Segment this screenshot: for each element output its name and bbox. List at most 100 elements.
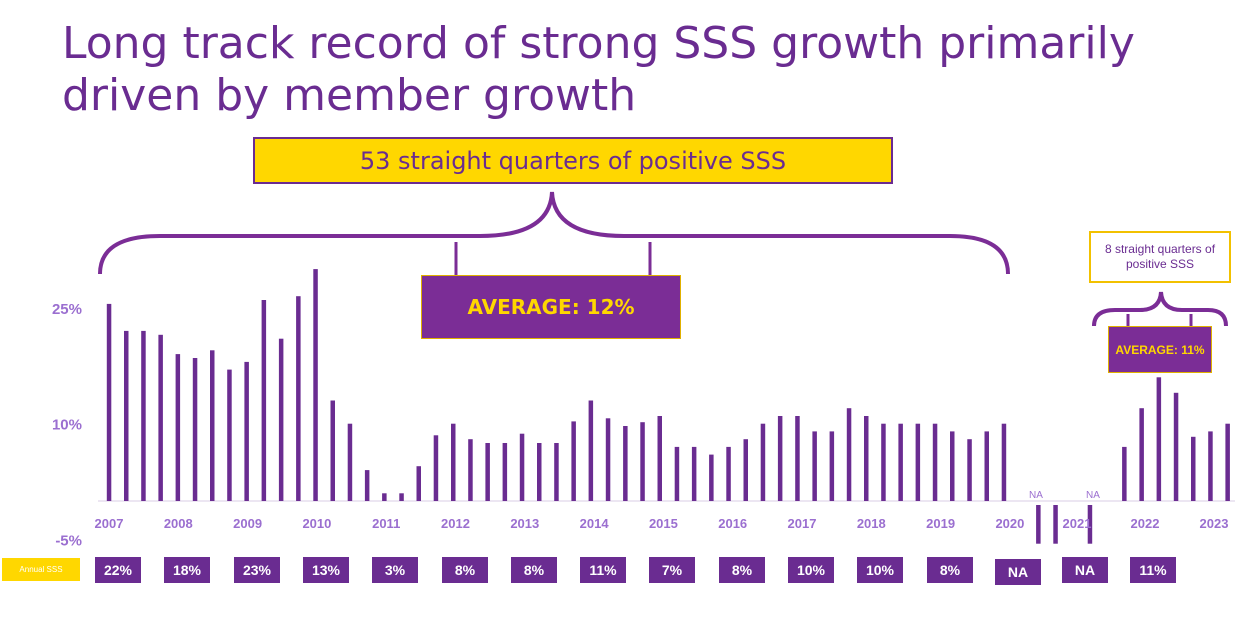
bar	[691, 446, 697, 501]
annual-sss-value: 11%	[1130, 557, 1176, 583]
bar	[674, 446, 680, 501]
bar	[1139, 408, 1144, 501]
year-label: 2018	[857, 516, 886, 531]
annual-sss-value: 18%	[164, 557, 210, 583]
brackets	[98, 191, 1228, 327]
main-average-box: AVERAGE: 12%	[421, 275, 681, 339]
recent-average-box: AVERAGE: 11%	[1108, 326, 1212, 373]
bar	[640, 422, 645, 501]
bar	[451, 423, 456, 501]
year-label: 2013	[510, 516, 539, 531]
bar	[829, 431, 835, 501]
year-label: 2023	[1200, 516, 1229, 531]
bar	[864, 416, 869, 501]
na-label: NA	[1086, 490, 1100, 501]
bar	[950, 431, 955, 501]
bar	[485, 443, 490, 501]
straight-quarters-callout: 53 straight quarters of positive SSS	[253, 137, 893, 184]
bar	[519, 433, 525, 501]
annual-sss-value: 3%	[372, 557, 418, 583]
bar	[261, 300, 267, 501]
annual-sss-value: 8%	[927, 557, 973, 583]
bar	[399, 493, 404, 501]
year-label: 2017	[788, 516, 817, 531]
bar	[588, 400, 594, 501]
bar	[657, 416, 662, 501]
na-labels: NA NA	[1029, 490, 1100, 501]
bar	[932, 423, 938, 501]
bar	[881, 423, 886, 501]
recent-straight-quarters-callout: 8 straight quarters of positive SSS	[1089, 231, 1231, 283]
bar	[192, 358, 198, 501]
bar	[141, 330, 146, 501]
bar	[382, 493, 387, 501]
year-label: 2020	[995, 516, 1024, 531]
year-label: 2016	[718, 516, 747, 531]
bar	[709, 454, 714, 501]
bar	[1122, 446, 1127, 501]
annual-sss-value: 11%	[580, 557, 626, 583]
annual-sss-value: 13%	[303, 557, 349, 583]
page-title: Long track record of strong SSS growth p…	[62, 18, 1135, 121]
year-label: 2019	[926, 516, 955, 531]
bar	[812, 431, 817, 501]
recent-bracket	[1092, 291, 1228, 327]
year-label: 2021	[1063, 516, 1092, 531]
bar	[795, 416, 800, 501]
annual-sss-value: 7%	[649, 557, 695, 583]
bar	[502, 443, 508, 501]
year-label: 2012	[441, 516, 470, 531]
bar	[623, 426, 628, 501]
year-label: 2022	[1131, 516, 1160, 531]
bar	[227, 369, 232, 501]
bar	[915, 423, 921, 501]
bar	[313, 269, 318, 501]
bar	[537, 443, 542, 501]
annual-sss-value: 8%	[719, 557, 765, 583]
bar	[330, 400, 335, 501]
y-axis-ticks: 25% 10% -5%	[52, 301, 82, 550]
bar	[175, 354, 181, 501]
annual-sss-value: 22%	[95, 557, 141, 583]
bar	[967, 439, 972, 501]
bar	[1053, 505, 1058, 544]
bar	[416, 466, 421, 501]
bar	[468, 439, 473, 501]
year-label: 2014	[580, 516, 610, 531]
bar	[296, 296, 301, 501]
bar	[124, 330, 129, 501]
year-label: 2008	[164, 516, 193, 531]
bar	[1001, 423, 1007, 501]
year-label: 2007	[95, 516, 124, 531]
bars	[106, 269, 1230, 544]
annual-sss-value: 10%	[857, 557, 903, 583]
y-tick-label: 10%	[52, 417, 82, 434]
annual-sss-value: 8%	[442, 557, 488, 583]
bar	[364, 470, 370, 501]
annual-sss-value: 23%	[234, 557, 280, 583]
bar	[726, 446, 731, 501]
bar	[898, 423, 903, 501]
y-tick-label: -5%	[55, 533, 82, 550]
bar	[1087, 505, 1093, 544]
bar	[846, 408, 852, 501]
main-bracket	[98, 191, 1010, 275]
year-label: 2015	[649, 516, 678, 531]
bar	[777, 416, 783, 501]
annual-sss-value: NA	[1062, 557, 1108, 583]
bar	[347, 423, 353, 501]
bar	[605, 418, 611, 501]
x-axis-year-labels: 2007 2008 2009 2010 2011 2012 2013 2014 2015 2016…	[95, 516, 1229, 531]
bar	[554, 443, 559, 501]
bar	[1173, 392, 1179, 501]
bar	[210, 350, 215, 501]
bar	[158, 334, 163, 501]
bar	[1156, 377, 1162, 501]
annual-sss-value: 10%	[788, 557, 834, 583]
bar	[984, 431, 989, 501]
na-label: NA	[1029, 490, 1043, 501]
annual-sss-label: Annual SSS	[2, 558, 80, 581]
y-tick-label: 25%	[52, 301, 82, 318]
bar	[1208, 431, 1213, 501]
